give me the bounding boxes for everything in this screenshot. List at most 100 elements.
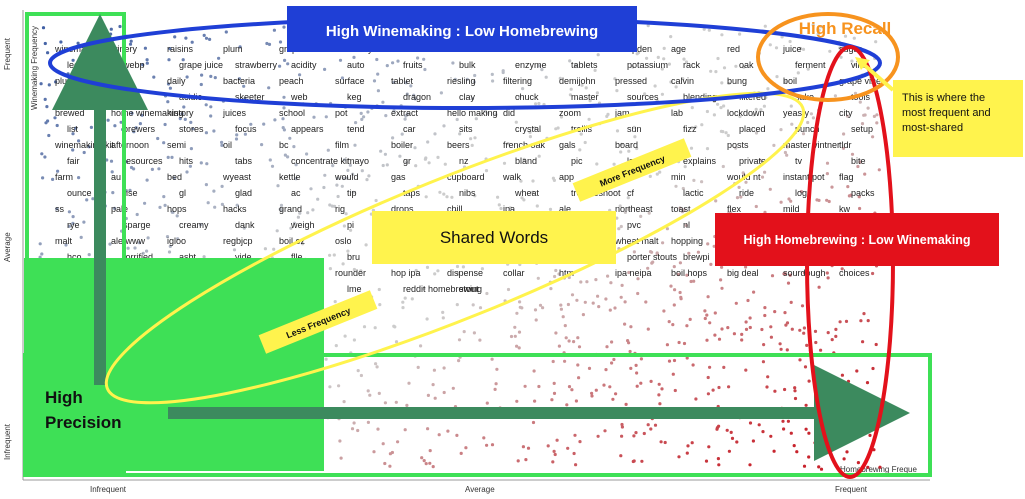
term-point [379, 149, 383, 153]
term-point [181, 58, 185, 62]
term-point [328, 253, 332, 257]
term-point [102, 27, 106, 31]
term-point [455, 433, 459, 437]
term-point [557, 344, 562, 348]
term-label: pot [335, 108, 348, 118]
term-point [694, 125, 698, 129]
term-label: glad [235, 188, 252, 198]
term-point [267, 86, 271, 90]
term-label: punch [795, 124, 820, 134]
term-point [552, 449, 556, 453]
term-point [366, 420, 370, 424]
term-point [842, 457, 846, 461]
term-point [685, 451, 689, 455]
term-point [436, 155, 440, 159]
term-label: choices [839, 268, 870, 278]
term-label: ipa neipa [615, 268, 652, 278]
term-point [441, 316, 445, 320]
term-point [567, 385, 572, 389]
term-point [209, 114, 213, 118]
term-point [167, 250, 172, 254]
term-point [574, 399, 579, 403]
term-point [220, 184, 224, 188]
term-label: placed [739, 124, 766, 134]
term-point [614, 392, 618, 396]
term-point [442, 124, 446, 128]
term-point [636, 277, 640, 281]
term-label: riesling [447, 76, 476, 86]
term-point [804, 427, 808, 431]
term-label: rise [123, 188, 138, 198]
term-point [845, 450, 849, 454]
term-point [730, 436, 735, 440]
term-point [817, 465, 821, 469]
term-point [576, 336, 580, 340]
term-point [220, 140, 224, 144]
term-point [132, 167, 136, 171]
term-point [324, 357, 328, 361]
term-point [56, 169, 60, 173]
term-label: oil [223, 140, 232, 150]
term-point [80, 86, 84, 90]
term-point [111, 191, 115, 195]
term-point [183, 117, 187, 121]
term-point [690, 106, 694, 110]
term-label: au [111, 172, 121, 182]
term-point [126, 246, 130, 250]
term-point [469, 137, 473, 141]
term-label: bc [279, 140, 289, 150]
term-point [350, 427, 355, 431]
term-point [569, 87, 573, 91]
term-label: grape vine [839, 76, 881, 86]
term-point [134, 126, 138, 130]
term-point [486, 111, 490, 115]
term-point [335, 183, 339, 187]
term-point [276, 184, 280, 188]
term-point [328, 203, 332, 207]
term-label: peach [279, 76, 304, 86]
term-point [714, 199, 718, 203]
term-point [517, 346, 521, 350]
term-label: rig [335, 204, 345, 214]
term-point [191, 127, 195, 131]
term-point [632, 434, 636, 438]
term-point [391, 136, 395, 140]
term-point [351, 190, 355, 194]
term-point [393, 325, 397, 329]
term-point [157, 167, 161, 171]
term-label: juice [782, 44, 802, 54]
term-point [785, 321, 790, 325]
term-label: focus [235, 124, 257, 134]
term-point [132, 130, 136, 134]
term-point [825, 198, 829, 202]
term-point [352, 267, 356, 272]
term-point [852, 36, 856, 40]
term-point [667, 359, 672, 363]
term-point [362, 115, 366, 119]
term-point [856, 461, 861, 465]
term-point [727, 81, 731, 85]
term-point [301, 242, 305, 246]
term-point [516, 459, 520, 463]
term-point [833, 94, 838, 98]
term-point [312, 115, 316, 119]
term-point [328, 385, 332, 389]
term-point [805, 343, 809, 347]
term-point [556, 126, 560, 130]
term-label: chuck [515, 92, 539, 102]
term-point [811, 116, 816, 120]
term-point [684, 223, 688, 228]
term-point [669, 80, 673, 84]
term-label: tv [795, 156, 803, 166]
term-label: porter stouts [627, 252, 678, 262]
term-point [362, 325, 367, 329]
term-point [577, 345, 582, 349]
term-point [422, 287, 426, 291]
term-point [118, 24, 122, 29]
term-point [847, 194, 852, 198]
term-point [328, 267, 332, 271]
term-point [816, 32, 820, 36]
term-point [346, 249, 350, 253]
note-text-line-2: most frequent and [902, 107, 991, 119]
term-point [352, 55, 356, 60]
